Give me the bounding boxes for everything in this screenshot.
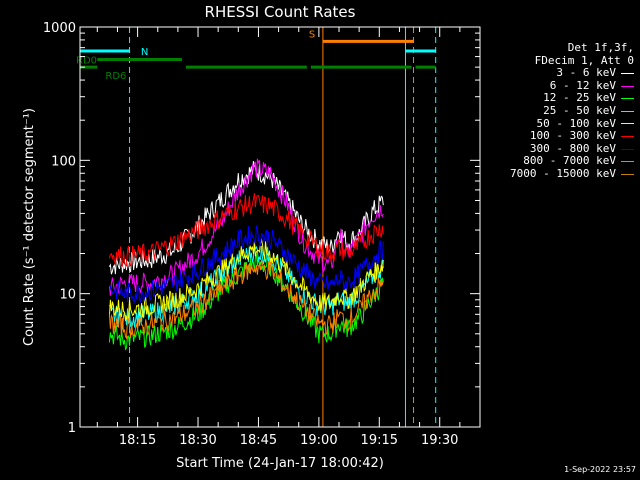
legend-swatch (621, 135, 634, 137)
series-lines (108, 158, 384, 351)
series-line (108, 193, 384, 268)
y-axis-label: Count Rate (s⁻¹ detector segment⁻¹) (22, 108, 37, 346)
legend-entry-label: 6 - 12 keV (549, 78, 616, 92)
legend-entry-label: 25 - 50 keV (543, 103, 616, 117)
x-tick-label: 18:45 (240, 433, 277, 448)
legend-swatch (621, 161, 634, 163)
legend-header-line: FDecim 1, Att 0 (534, 53, 634, 67)
legend-swatch (621, 123, 634, 125)
attenuator-label: N (141, 47, 148, 58)
series-line (108, 254, 384, 351)
series-line (108, 259, 384, 340)
legend-entry: 6 - 12 keV (484, 78, 634, 93)
legend: Det 1f,3f, FDecim 1, Att 0 3 - 6 keV 6 - … (484, 41, 634, 181)
legend-swatch (621, 85, 634, 87)
legend-entry: 3 - 6 keV (484, 67, 634, 80)
plot-frame (79, 26, 481, 428)
x-tick-label: 18:15 (119, 433, 156, 448)
y-axis-ticks: 1 10 100 1000 (43, 21, 480, 436)
y-tick-label: 1000 (43, 21, 76, 36)
legend-entry-label: 50 - 100 keV (536, 116, 616, 130)
x-tick-label: 19:15 (361, 433, 398, 448)
attenuator-label: S (309, 29, 315, 40)
legend-entry: 12 - 25 keV (484, 92, 634, 105)
legend-entry: 25 - 50 keV (484, 103, 634, 118)
legend-entry-label: 12 - 25 keV (543, 91, 616, 105)
legend-swatch (621, 148, 634, 150)
x-tick-label: 19:30 (421, 433, 458, 448)
legend-swatch (621, 98, 634, 100)
legend-entry: 7000 - 15000 keV (484, 166, 634, 181)
x-axis-ticks: 18:15 18:30 18:45 19:00 19:15 19:30 (96, 27, 461, 448)
legend-entry: 300 - 800 keV (484, 141, 634, 156)
legend-header-line: Det 1f,3f, (567, 41, 634, 54)
legend-entry: 50 - 100 keV (484, 116, 634, 131)
attenuator-label: RD6 (105, 71, 126, 82)
chart-title: RHESSI Count Rates (205, 3, 356, 21)
x-tick-label: 18:30 (179, 433, 216, 448)
series-line (109, 224, 384, 304)
legend-entries: 3 - 6 keV 6 - 12 keV 12 - 25 keV 25 - 50 ke… (484, 67, 634, 180)
y-tick-label: 100 (51, 154, 76, 169)
attenuator-bars: N S RD0 RD6 (76, 29, 436, 82)
series-line (108, 238, 384, 321)
legend-entry-label: 800 - 7000 keV (523, 154, 616, 168)
legend-entry: 100 - 300 keV (484, 130, 634, 143)
y-tick-label: 10 (59, 288, 76, 303)
x-axis-label: Start Time (24-Jan-17 18:00:42) (176, 456, 384, 471)
legend-entry-label: 100 - 300 keV (529, 129, 616, 143)
x-tick-label: 19:00 (300, 433, 337, 448)
legend-entry-label: 300 - 800 keV (529, 141, 616, 155)
legend-swatch (621, 72, 634, 74)
legend-swatch (621, 110, 634, 112)
timestamp: 1-Sep-2022 23:57 (564, 465, 636, 474)
legend-entry-label: 7000 - 15000 keV (510, 166, 616, 180)
legend-swatch (621, 173, 634, 175)
attenuator-label: RD0 (76, 56, 97, 67)
y-tick-label: 1 (68, 421, 76, 436)
legend-entry: 800 - 7000 keV (484, 155, 634, 168)
legend-entry-label: 3 - 6 keV (556, 66, 616, 80)
